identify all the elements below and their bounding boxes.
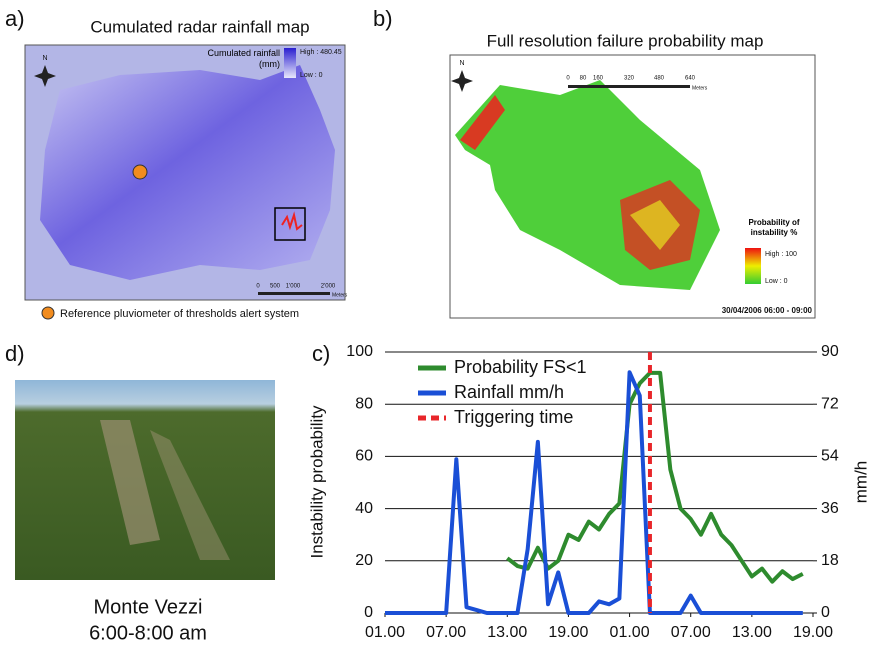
photo-scar xyxy=(100,420,160,545)
y-axis-label: Instability probability xyxy=(307,405,326,559)
scale-label: 160 xyxy=(593,76,604,82)
legend-label: Rainfall mm/h xyxy=(454,382,564,402)
north-arrow xyxy=(451,70,473,92)
x-tick-label: 13.00 xyxy=(487,624,527,641)
scale-label: 640 xyxy=(685,76,696,82)
y2-tick-label: 0 xyxy=(821,604,830,621)
scale-bar xyxy=(568,85,690,88)
legend-ramp xyxy=(284,48,296,78)
scale-unit: Meters xyxy=(692,85,708,91)
scale-label: 2'000 xyxy=(321,284,336,290)
scale-label: 480 xyxy=(654,76,665,82)
y-tick-label: 100 xyxy=(346,343,373,360)
legend-title-box: Probability of instability % xyxy=(748,218,800,237)
y-tick-label: 20 xyxy=(355,552,373,569)
photo-scar xyxy=(150,430,230,560)
legend-title-box: Cumulated rainfall (mm) xyxy=(207,48,280,69)
caption: Monte Vezzi xyxy=(94,596,203,618)
legend-label: Probability FS<1 xyxy=(454,357,587,377)
timestamp: 30/04/2006 06:00 - 09:00 xyxy=(722,306,813,315)
north-arrow xyxy=(34,65,56,87)
high-probability xyxy=(460,95,505,150)
pluviometer-key xyxy=(41,306,55,320)
x-tick-label: 01.00 xyxy=(610,624,650,641)
scale-label: 80 xyxy=(580,76,587,82)
scale-bar xyxy=(258,292,330,295)
mid-probability xyxy=(630,200,680,250)
north-label: N xyxy=(459,60,464,67)
scale-label: 320 xyxy=(624,76,635,82)
panel-label: c) xyxy=(312,341,330,366)
legend-title: Probability of instability % xyxy=(748,218,800,237)
legend-low: Low : 0 xyxy=(300,72,323,79)
series-line xyxy=(506,370,804,584)
legend-ramp xyxy=(745,248,761,284)
scale-label: 1'000 xyxy=(286,284,301,290)
y-tick-label: 0 xyxy=(364,604,373,621)
landslides xyxy=(281,211,303,231)
x-tick-label: 13.00 xyxy=(732,624,772,641)
y2-tick-label: 90 xyxy=(821,343,839,360)
scale-unit: Meters xyxy=(332,292,348,298)
map-title: Cumulated radar rainfall map xyxy=(90,17,309,36)
y2-tick-label: 36 xyxy=(821,500,839,517)
panel-label: a) xyxy=(5,6,25,31)
x-tick-label: 19.00 xyxy=(793,624,833,641)
rainfall-area xyxy=(40,65,335,280)
series-line xyxy=(385,370,803,615)
y-tick-label: 40 xyxy=(355,500,373,517)
x-tick-label: 01.00 xyxy=(365,624,405,641)
panel-label: b) xyxy=(373,6,393,31)
legend-high: High : 100 xyxy=(765,251,797,258)
caption: 6:00-8:00 am xyxy=(89,622,207,644)
legend-high: High : 480.45 xyxy=(300,49,342,56)
pluviometer xyxy=(132,164,148,180)
y2-tick-label: 54 xyxy=(821,448,839,465)
north-label: N xyxy=(42,55,47,62)
pluviometer-note: Reference pluviometer of thresholds aler… xyxy=(60,308,299,320)
panel-label: d) xyxy=(5,341,25,366)
y2-tick-label: 72 xyxy=(821,395,839,412)
zoom-box xyxy=(274,207,306,241)
map-title: Full resolution failure probability map xyxy=(487,31,764,50)
y-tick-label: 80 xyxy=(355,395,373,412)
y-tick-label: 60 xyxy=(355,448,373,465)
scale-label: 500 xyxy=(270,284,281,290)
x-tick-label: 07.00 xyxy=(426,624,466,641)
legend-title: Cumulated rainfall (mm) xyxy=(207,48,280,69)
legend-label: Triggering time xyxy=(454,407,573,427)
y2-tick-label: 18 xyxy=(821,552,839,569)
scale-label: 0 xyxy=(566,76,570,82)
x-tick-label: 07.00 xyxy=(671,624,711,641)
x-tick-label: 19.00 xyxy=(548,624,588,641)
scale-label: 0 xyxy=(256,284,260,290)
legend-low: Low : 0 xyxy=(765,278,788,285)
y2-axis-label: mm/h xyxy=(851,461,870,504)
